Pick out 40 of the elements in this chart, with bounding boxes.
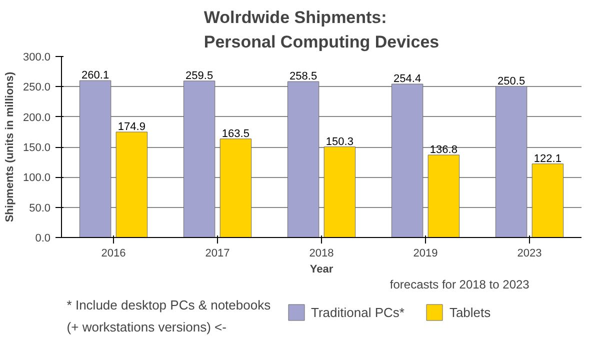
bar xyxy=(428,154,460,238)
bar xyxy=(116,132,148,238)
data-label: 122.1 xyxy=(534,152,562,165)
bar xyxy=(391,84,424,238)
data-label: 258.5 xyxy=(290,70,318,83)
data-label: 260.1 xyxy=(82,70,110,82)
x-tick-label: 2016 xyxy=(101,248,126,260)
chart-title: Wolrdwide Shipments: Personal Computing Devices xyxy=(204,8,440,52)
data-label: 259.5 xyxy=(186,70,214,82)
y-tick-label: 0.0 xyxy=(35,232,51,244)
x-tick-label: 2023 xyxy=(517,248,542,260)
x-axis-title: Year xyxy=(310,264,334,276)
x-tick-label: 2018 xyxy=(309,248,334,260)
data-label: 150.3 xyxy=(326,136,354,148)
x-tick-label: 2019 xyxy=(413,248,438,260)
text: * Include desktop PCs & notebooks xyxy=(66,298,272,312)
y-tick-label: 150.0 xyxy=(22,142,51,154)
data-label: 174.9 xyxy=(118,120,146,133)
data-label: 136.8 xyxy=(430,144,458,156)
bar xyxy=(79,80,112,238)
bar xyxy=(220,138,252,238)
y-tick-label: 100.0 xyxy=(22,172,51,184)
bar xyxy=(532,164,564,238)
bar xyxy=(183,80,216,238)
text: forecasts for 2018 to 2023 xyxy=(390,278,530,292)
data-label: 254.4 xyxy=(394,73,422,86)
legend-label: Traditional PCs* xyxy=(311,304,404,320)
data-label: 250.5 xyxy=(498,75,526,88)
bar xyxy=(324,146,356,238)
y-tick-label: 200.0 xyxy=(22,112,51,124)
y-tick-label: 250.0 xyxy=(22,82,51,94)
y-tick-label: 50.0 xyxy=(29,202,51,214)
bar xyxy=(495,86,528,238)
x-tick-label: 2017 xyxy=(205,248,230,260)
text: (+ workstations versions) <- xyxy=(66,320,226,334)
legend-label: Tablets xyxy=(449,304,491,320)
bar xyxy=(287,81,320,238)
data-label: 163.5 xyxy=(222,128,250,140)
y-axis-title: Shipments (units in millions) xyxy=(4,71,16,222)
y-tick-label: 300.0 xyxy=(22,52,51,64)
